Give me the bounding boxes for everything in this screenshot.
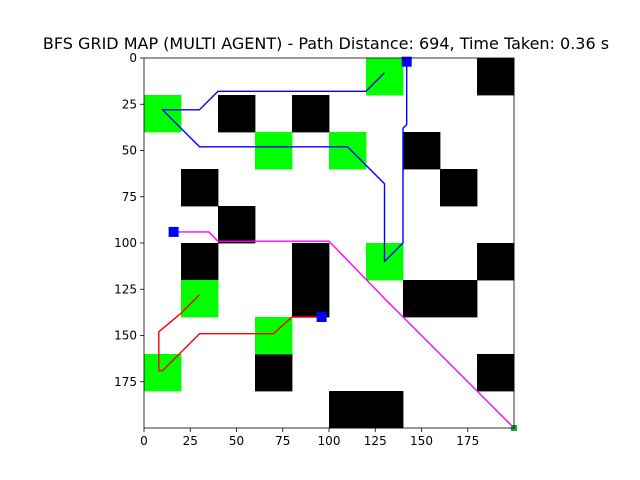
obstacle-cell (292, 243, 330, 318)
obstacle-cell (477, 354, 515, 392)
plot-area (144, 56, 517, 431)
obstacle-cell (403, 132, 441, 170)
agent-marker (401, 56, 412, 67)
obstacle-cell (403, 280, 478, 318)
goal-cell (329, 132, 367, 170)
goal-cell (255, 132, 293, 170)
y-tick-label: 50 (122, 144, 137, 158)
obstacle-cell (477, 58, 515, 96)
agent-path-3 (158, 294, 322, 372)
y-tick-label: 150 (114, 329, 137, 343)
goal-cell (144, 354, 182, 392)
y-tick-label: 0 (129, 51, 137, 65)
agent-marker (168, 226, 179, 237)
goal-cell (181, 280, 219, 318)
x-tick-label: 0 (140, 434, 148, 448)
x-tick-label: 175 (456, 434, 479, 448)
x-tick-label: 125 (364, 434, 387, 448)
goal-cell (255, 317, 293, 355)
agent-path-1 (161, 61, 408, 263)
obstacle-cell (218, 206, 256, 244)
y-tick-label: 175 (114, 375, 137, 389)
x-tick-label: 150 (410, 434, 433, 448)
obstacle-cell (181, 243, 219, 281)
x-tick-label: 100 (318, 434, 341, 448)
y-tick-label: 100 (114, 236, 137, 250)
x-tick-label: 50 (229, 434, 244, 448)
y-tick-label: 75 (122, 190, 137, 204)
y-tick-label: 125 (114, 282, 137, 296)
obstacle-cell (181, 169, 219, 207)
obstacle-cell (477, 243, 515, 281)
obstacle-cell (440, 169, 478, 207)
obstacle-cell (255, 354, 293, 392)
goal-cell (144, 95, 182, 133)
obstacle-cell (292, 95, 330, 133)
x-axis: 0 25 50 75 100 125 150 175 (140, 428, 479, 448)
agent-marker (316, 312, 327, 322)
agent-path-2 (173, 231, 515, 429)
goal-cell (366, 58, 404, 96)
obstacle-cell (329, 391, 404, 429)
x-tick-label: 25 (183, 434, 198, 448)
y-tick-label: 25 (122, 97, 137, 111)
obstacle-cell (218, 95, 256, 133)
x-tick-label: 75 (275, 434, 290, 448)
y-axis: 0 25 50 75 100 125 150 175 (114, 51, 144, 389)
chart-title: BFS GRID MAP (MULTI AGENT) - Path Distan… (43, 34, 609, 53)
